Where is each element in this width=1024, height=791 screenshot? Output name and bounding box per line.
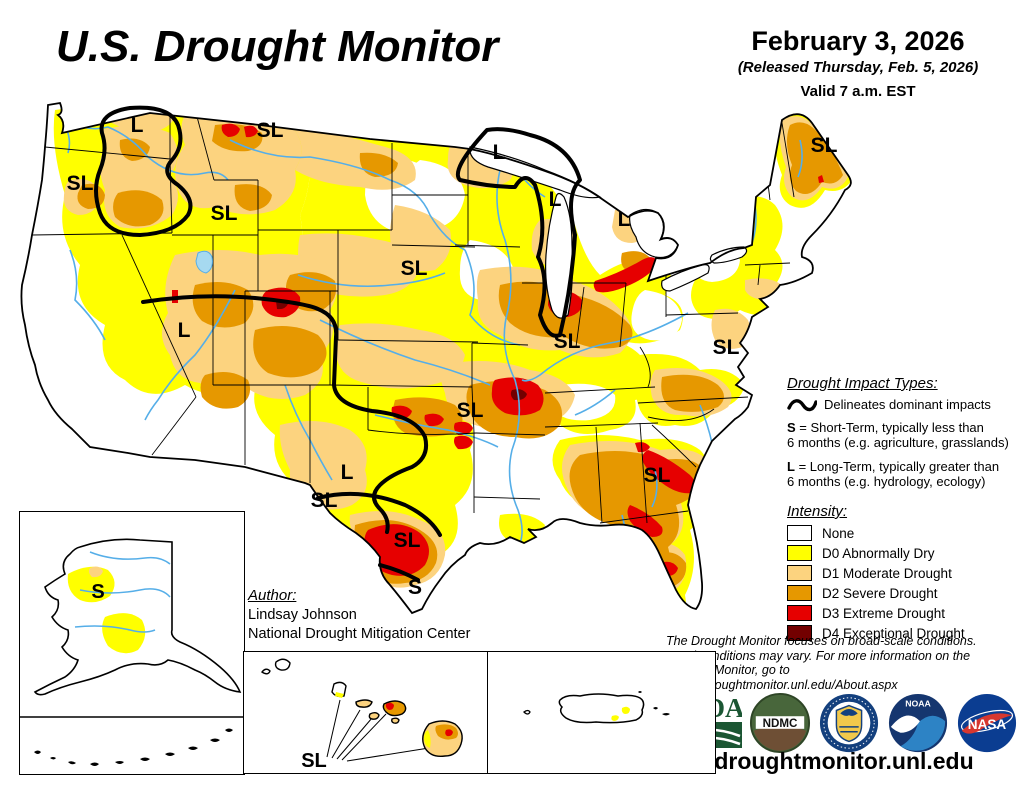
impact-area-label: SL [211,202,238,225]
release-date: (Released Thursday, Feb. 5, 2026) [737,59,979,76]
impact-area-label: SL [394,529,421,552]
alaska-outline [33,538,242,696]
impact-area-label: L [549,188,562,211]
impact-area-label: SL [67,172,94,195]
impact-area-label: SL [301,750,327,772]
author-org: National Drought Mitigation Center [248,626,471,642]
intensity-heading: Intensity: [787,503,848,520]
hawaii-inset: SL [243,651,490,774]
svg-text:NOAA: NOAA [905,699,931,709]
state-borders [31,112,795,524]
hawaii-islands [260,658,463,758]
intensity-row: D3 Extreme Drought [787,605,1020,621]
svg-text:NASA: NASA [968,717,1007,732]
alaska-drought [67,566,146,654]
impact-area-label: S [91,581,104,603]
intensity-rows: None D0 Abnormally Dry D1 Moderate Drought… [787,525,1020,641]
site-url: droughtmonitor.unl.edu [714,748,974,774]
intensity-color-chip [787,525,812,541]
date-block: February 3, 2026 (Released Thursday, Feb… [700,26,1016,100]
short-term-definition: S = Short-Term, typically less than 6 mo… [787,420,1009,450]
impact-area-label: SL [457,399,484,422]
intensity-color-chip [787,585,812,601]
nasa-logo: NASA [957,693,1017,753]
intensity-row: D1 Moderate Drought [787,565,1020,581]
impact-area-label: SL [811,134,838,157]
author-name: Lindsay Johnson [248,607,357,623]
agency-logos: USDA NDMC NOAA NASA [670,692,1018,754]
impact-area-label: SL [644,464,671,487]
puerto-rico-island [523,691,670,724]
impact-area-label: L [178,319,191,342]
map-date: February 3, 2026 [751,26,965,56]
intensity-label: D2 Severe Drought [822,585,938,601]
noaa-logo: NOAA [888,693,948,753]
intensity-legend: Intensity: None D0 Abnormally Dry D1 Moder… [787,503,1020,645]
intensity-label: None [822,525,855,541]
delineates-label: Delineates dominant impacts [824,396,991,412]
impact-legend-heading: Drought Impact Types: [787,375,938,392]
impact-delineation-lines [94,105,582,582]
intensity-row: D2 Severe Drought [787,585,1020,601]
ndmc-logo: NDMC [749,692,811,754]
impact-area-label: SL [401,257,428,280]
intensity-row: D0 Abnormally Dry [787,545,1020,561]
intensity-color-chip [787,545,812,561]
impact-area-label: SL [554,330,581,353]
alaska-rivers [74,551,171,633]
impact-area-label: L [493,141,506,164]
hawaii-pointer-lines [326,699,455,762]
puerto-rico-inset [487,651,716,774]
intensity-label: D4 Exceptional Drought [822,625,965,641]
aleutian-islands [34,728,233,766]
impact-area-label: SL [311,489,338,512]
intensity-color-chip [787,565,812,581]
impact-area-label: S [408,576,422,599]
intensity-label: D3 Extreme Drought [822,605,946,621]
commerce-logo [819,693,879,753]
svg-text:NDMC: NDMC [763,717,798,730]
intensity-color-chip [787,625,812,641]
page-title: U.S. Drought Monitor [56,22,499,71]
long-term-definition: L = Long-Term, typically greater than 6 … [787,459,1000,489]
intensity-row: D4 Exceptional Drought [787,625,1020,641]
valid-time: Valid 7 a.m. EST [800,83,916,100]
intensity-label: D1 Moderate Drought [822,565,952,581]
impact-types-legend: Drought Impact Types: Delineates dominan… [787,376,1020,498]
author-block: Author: Lindsay Johnson National Drought… [248,586,470,644]
great-lakes [195,146,748,319]
impact-area-label: L [341,461,354,484]
impact-area-label: L [618,208,631,231]
disclaimer-text: The Drought Monitor focuses on broad-sca… [666,634,977,692]
alaska-inset: S [19,511,245,775]
impact-area-label: L [131,114,144,137]
impact-area-label: SL [257,119,284,142]
delineation-squiggle-icon [787,399,817,412]
us-outline [20,101,852,615]
author-heading: Author: [248,587,297,604]
intensity-color-chip [787,605,812,621]
intensity-row: None [787,525,1020,541]
intensity-label: D0 Abnormally Dry [822,545,935,561]
impact-area-label: SL [713,336,740,359]
